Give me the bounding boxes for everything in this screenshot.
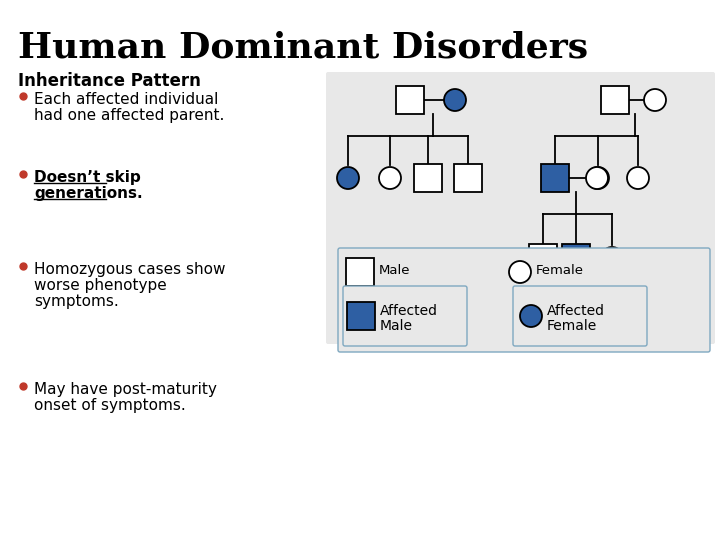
Bar — [414, 164, 442, 192]
FancyBboxPatch shape — [343, 286, 467, 346]
Text: Female: Female — [536, 264, 584, 276]
Text: Inheritance Pattern: Inheritance Pattern — [18, 72, 201, 90]
Text: Male: Male — [379, 264, 410, 276]
Circle shape — [509, 261, 531, 283]
FancyBboxPatch shape — [513, 286, 647, 346]
Text: Affected: Affected — [380, 304, 438, 318]
Text: Human Dominant Disorders: Human Dominant Disorders — [18, 30, 588, 64]
Text: Doesn’t skip: Doesn’t skip — [34, 170, 140, 185]
Circle shape — [644, 89, 666, 111]
Text: Each affected individual: Each affected individual — [34, 92, 218, 107]
Bar — [562, 244, 590, 272]
Circle shape — [627, 167, 649, 189]
Circle shape — [587, 167, 609, 189]
Bar — [601, 86, 629, 114]
FancyBboxPatch shape — [338, 248, 710, 352]
Text: had one affected parent.: had one affected parent. — [34, 108, 225, 123]
Text: Male: Male — [380, 319, 413, 333]
Bar — [454, 164, 482, 192]
Text: May have post-maturity: May have post-maturity — [34, 382, 217, 397]
Text: Homozygous cases show: Homozygous cases show — [34, 262, 225, 277]
Text: onset of symptoms.: onset of symptoms. — [34, 398, 186, 413]
Circle shape — [379, 167, 401, 189]
Circle shape — [520, 305, 542, 327]
Bar — [529, 244, 557, 272]
Circle shape — [444, 89, 466, 111]
Circle shape — [601, 247, 623, 269]
Bar — [347, 302, 375, 330]
Circle shape — [337, 167, 359, 189]
Text: generations.: generations. — [34, 186, 143, 201]
Bar — [396, 86, 424, 114]
FancyBboxPatch shape — [326, 72, 715, 344]
Bar — [541, 164, 569, 192]
Bar — [346, 258, 374, 286]
Text: worse phenotype: worse phenotype — [34, 278, 167, 293]
Text: Affected: Affected — [547, 304, 605, 318]
Text: Female: Female — [547, 319, 598, 333]
Text: symptoms.: symptoms. — [34, 294, 119, 309]
Circle shape — [586, 167, 608, 189]
